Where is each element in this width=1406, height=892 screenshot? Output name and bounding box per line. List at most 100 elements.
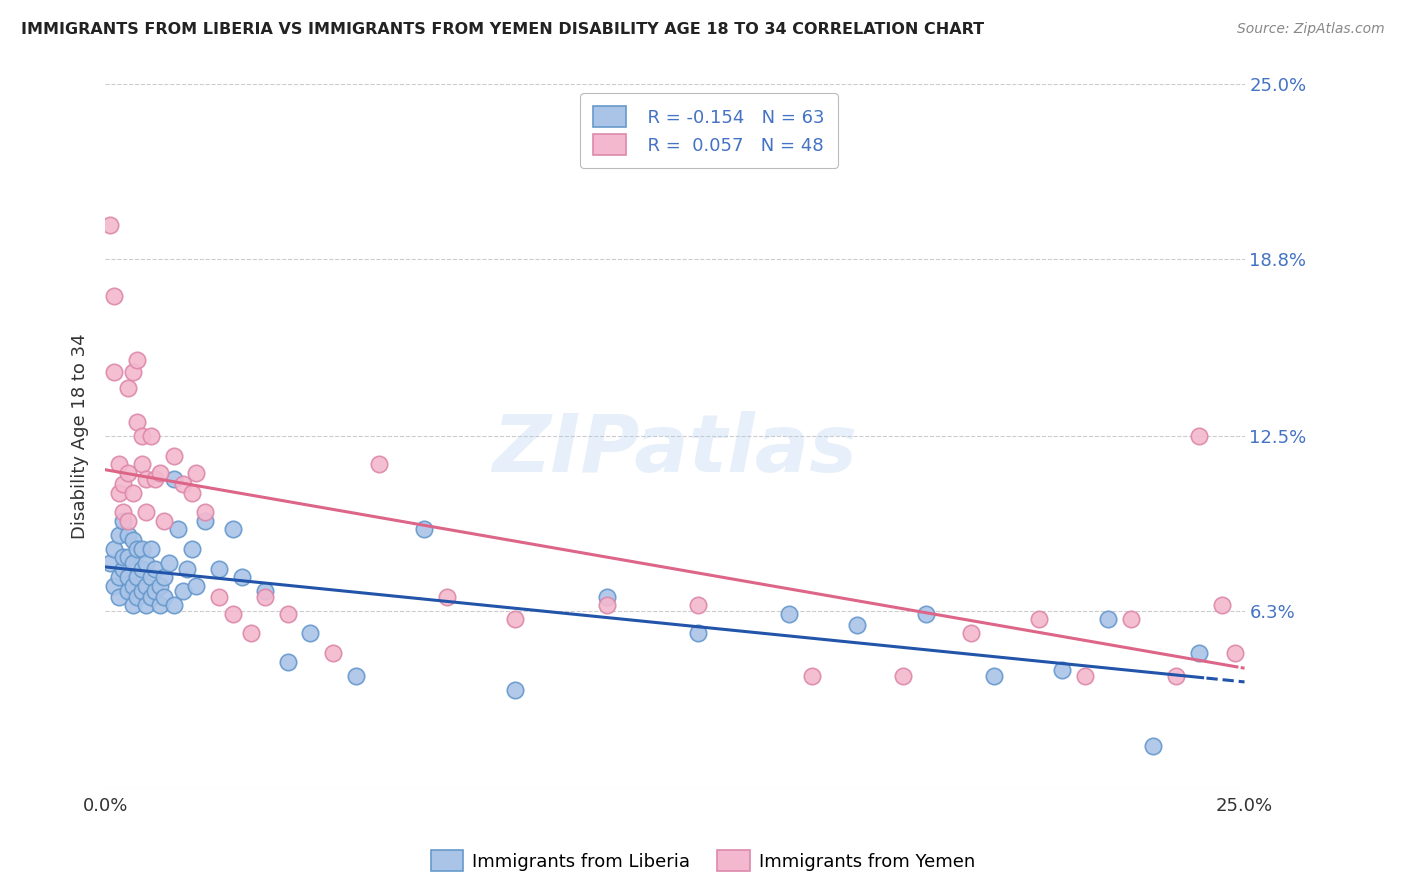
Point	[208, 561, 231, 575]
Point	[103, 541, 125, 556]
Point	[139, 570, 162, 584]
Legend:   R = -0.154   N = 63,   R =  0.057   N = 48: R = -0.154 N = 63, R = 0.057 N = 48	[581, 94, 838, 168]
Text: IMMIGRANTS FROM LIBERIA VS IMMIGRANTS FROM YEMEN DISABILITY AGE 18 TO 34 CORRELA: IMMIGRANTS FROM LIBERIA VS IMMIGRANTS FR…	[21, 22, 984, 37]
Point	[914, 607, 936, 621]
Point	[131, 541, 153, 556]
Point	[131, 429, 153, 443]
Point	[595, 590, 617, 604]
Point	[1188, 429, 1211, 443]
Point	[194, 514, 217, 528]
Point	[112, 505, 135, 519]
Point	[131, 561, 153, 575]
Point	[103, 365, 125, 379]
Point	[344, 668, 367, 682]
Point	[121, 533, 143, 548]
Point	[231, 570, 253, 584]
Point	[1119, 612, 1142, 626]
Point	[127, 570, 149, 584]
Point	[1028, 612, 1050, 626]
Point	[121, 578, 143, 592]
Point	[436, 590, 458, 604]
Point	[108, 458, 131, 472]
Point	[172, 584, 194, 599]
Point	[1142, 739, 1164, 753]
Point	[121, 599, 143, 613]
Point	[891, 668, 914, 682]
Point	[139, 429, 162, 443]
Point	[686, 599, 709, 613]
Point	[98, 556, 121, 570]
Point	[1225, 646, 1247, 660]
Point	[127, 590, 149, 604]
Point	[162, 472, 184, 486]
Point	[208, 590, 231, 604]
Point	[143, 561, 166, 575]
Point	[121, 556, 143, 570]
Point	[172, 477, 194, 491]
Point	[194, 505, 217, 519]
Point	[108, 528, 131, 542]
Point	[505, 612, 527, 626]
Point	[139, 541, 162, 556]
Point	[139, 590, 162, 604]
Point	[103, 578, 125, 592]
Point	[1052, 663, 1074, 677]
Point	[135, 472, 157, 486]
Point	[686, 626, 709, 640]
Point	[149, 466, 172, 480]
Point	[186, 578, 208, 592]
Text: ZIPatlas: ZIPatlas	[492, 411, 858, 490]
Point	[135, 578, 157, 592]
Point	[108, 570, 131, 584]
Point	[153, 514, 176, 528]
Point	[127, 353, 149, 368]
Point	[800, 668, 823, 682]
Point	[180, 541, 202, 556]
Point	[112, 550, 135, 565]
Legend: Immigrants from Liberia, Immigrants from Yemen: Immigrants from Liberia, Immigrants from…	[423, 843, 983, 879]
Point	[240, 626, 263, 640]
Y-axis label: Disability Age 18 to 34: Disability Age 18 to 34	[72, 334, 89, 539]
Point	[153, 570, 176, 584]
Point	[322, 646, 344, 660]
Point	[1188, 646, 1211, 660]
Point	[135, 599, 157, 613]
Point	[253, 584, 276, 599]
Point	[117, 382, 139, 396]
Point	[127, 541, 149, 556]
Point	[162, 449, 184, 463]
Point	[253, 590, 276, 604]
Point	[276, 655, 298, 669]
Point	[1097, 612, 1119, 626]
Point	[112, 477, 135, 491]
Point	[143, 584, 166, 599]
Point	[367, 458, 389, 472]
Point	[108, 485, 131, 500]
Point	[960, 626, 983, 640]
Point	[117, 550, 139, 565]
Point	[299, 626, 322, 640]
Point	[117, 528, 139, 542]
Point	[121, 365, 143, 379]
Point	[186, 466, 208, 480]
Point	[103, 288, 125, 302]
Point	[180, 485, 202, 500]
Point	[162, 599, 184, 613]
Point	[121, 485, 143, 500]
Point	[117, 570, 139, 584]
Point	[127, 415, 149, 429]
Point	[135, 505, 157, 519]
Point	[149, 578, 172, 592]
Point	[131, 584, 153, 599]
Point	[505, 682, 527, 697]
Point	[117, 514, 139, 528]
Point	[276, 607, 298, 621]
Point	[1074, 668, 1097, 682]
Point	[143, 472, 166, 486]
Point	[983, 668, 1005, 682]
Point	[117, 466, 139, 480]
Text: Source: ZipAtlas.com: Source: ZipAtlas.com	[1237, 22, 1385, 37]
Point	[108, 590, 131, 604]
Point	[149, 599, 172, 613]
Point	[176, 561, 198, 575]
